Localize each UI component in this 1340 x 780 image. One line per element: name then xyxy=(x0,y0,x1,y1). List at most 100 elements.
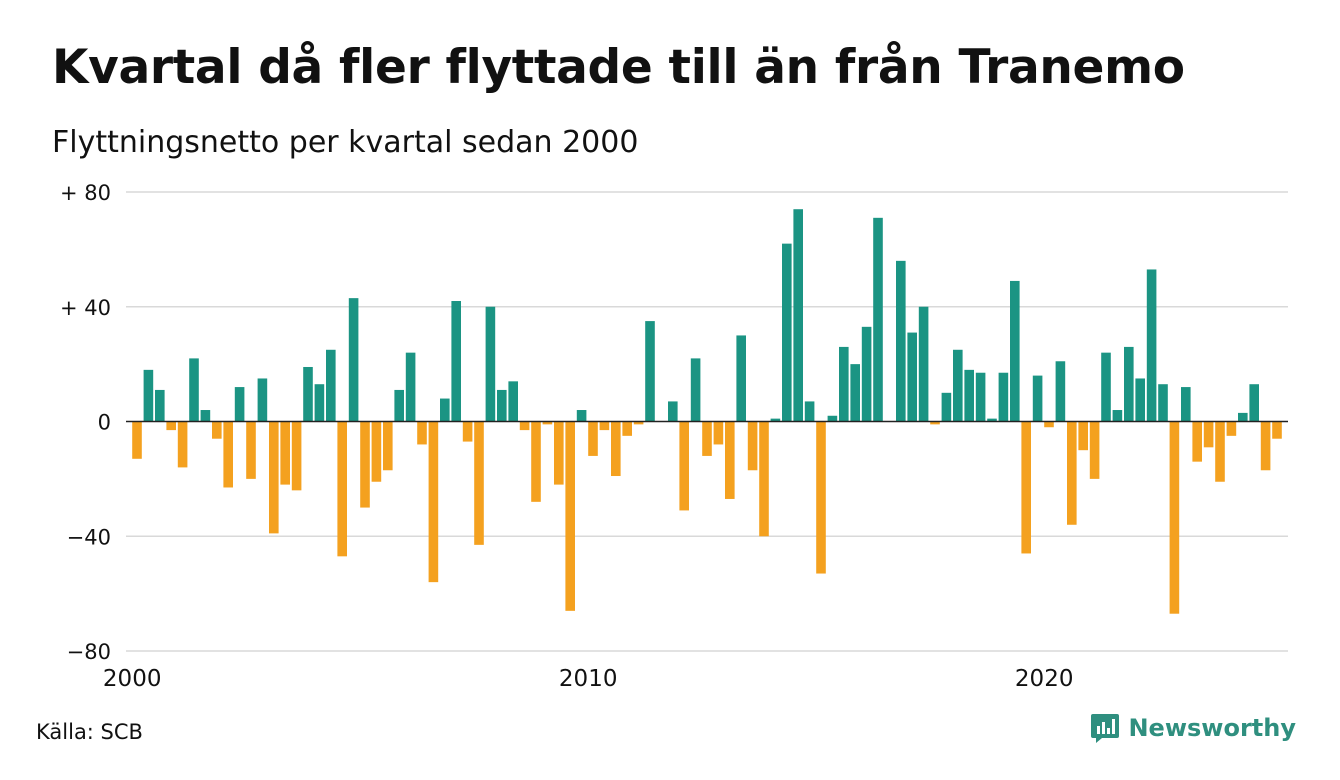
bar xyxy=(497,389,507,422)
bar xyxy=(588,421,598,456)
bar xyxy=(1010,280,1020,422)
bar xyxy=(257,378,268,422)
bar xyxy=(998,372,1009,422)
bar xyxy=(132,421,142,459)
bar xyxy=(576,410,587,422)
bar xyxy=(690,358,701,422)
bar xyxy=(1260,421,1271,471)
bar xyxy=(280,421,290,485)
bar xyxy=(383,421,393,471)
bar xyxy=(1192,421,1202,462)
bar xyxy=(1067,421,1077,525)
y-axis-labels: + 80 + 40 0 −40 −80 xyxy=(60,181,111,664)
bar xyxy=(428,421,439,583)
bar-chart: + 80 + 40 0 −40 −80 2000 2010 2020 xyxy=(60,181,1288,692)
bar xyxy=(234,387,245,422)
bar xyxy=(702,421,712,456)
bar xyxy=(964,369,974,422)
bar xyxy=(759,421,769,537)
bar xyxy=(953,349,963,422)
bar xyxy=(1089,421,1100,479)
bar xyxy=(975,372,986,422)
bar xyxy=(474,421,484,545)
bar xyxy=(1272,421,1282,439)
bar xyxy=(1158,384,1168,422)
bar xyxy=(679,421,689,511)
bar xyxy=(1238,412,1248,422)
bar xyxy=(941,392,952,422)
bar xyxy=(485,306,496,422)
bar xyxy=(189,358,199,422)
bars xyxy=(132,209,1282,614)
bar xyxy=(736,335,746,422)
bar xyxy=(177,421,188,468)
source-note: Källa: SCB xyxy=(36,720,143,744)
bar xyxy=(337,421,347,557)
bar xyxy=(440,398,450,422)
y-tick-label: −40 xyxy=(67,525,111,549)
bar xyxy=(930,421,940,425)
bar xyxy=(782,243,792,422)
bar xyxy=(611,421,621,477)
y-tick-label: + 40 xyxy=(60,296,111,320)
bar xyxy=(417,421,427,445)
bar xyxy=(1226,421,1237,436)
bar xyxy=(143,369,154,422)
bar xyxy=(1215,421,1225,482)
bar xyxy=(907,332,917,422)
bar xyxy=(394,389,404,422)
bar xyxy=(326,349,336,422)
bar xyxy=(987,418,997,422)
bar xyxy=(508,381,518,422)
bar xyxy=(360,421,370,508)
bar xyxy=(861,326,872,422)
bar xyxy=(166,421,176,431)
bar xyxy=(1101,352,1111,422)
bar xyxy=(1021,421,1031,554)
bar xyxy=(200,410,211,422)
bar xyxy=(896,260,906,422)
bar xyxy=(918,306,929,422)
bar xyxy=(212,421,222,439)
bar xyxy=(246,421,256,479)
bar xyxy=(554,421,564,485)
bar xyxy=(223,421,233,488)
bar xyxy=(451,301,461,422)
bar xyxy=(1249,384,1259,422)
brand-name: Newsworthy xyxy=(1128,714,1296,742)
bar xyxy=(873,217,883,422)
bar xyxy=(1135,378,1145,422)
bar xyxy=(291,421,302,491)
bar xyxy=(599,421,610,431)
bar xyxy=(542,421,553,425)
bar xyxy=(269,421,279,534)
bar xyxy=(371,421,382,482)
x-tick-label: 2000 xyxy=(103,666,162,692)
bar xyxy=(1146,269,1157,422)
bar xyxy=(633,421,644,425)
bar xyxy=(1203,421,1214,448)
bar xyxy=(1055,361,1066,422)
bar xyxy=(850,364,860,422)
chart-subtitle: Flyttningsnetto per kvartal sedan 2000 xyxy=(52,125,639,160)
bar xyxy=(816,421,826,574)
bar xyxy=(804,401,815,422)
bar xyxy=(1169,421,1180,614)
bar xyxy=(314,384,325,422)
bar xyxy=(1078,421,1088,451)
x-tick-label: 2020 xyxy=(1015,666,1074,692)
chart-title: Kvartal då fler flyttade till än från Tr… xyxy=(52,40,1185,95)
bar xyxy=(348,298,359,422)
newsworthy-logo-icon xyxy=(1091,714,1120,743)
bar xyxy=(1044,421,1054,428)
bar xyxy=(725,421,735,499)
bar xyxy=(1032,375,1043,422)
bar xyxy=(839,346,849,422)
bar xyxy=(793,209,803,422)
bar xyxy=(770,418,781,422)
bar xyxy=(1112,410,1123,422)
bar xyxy=(405,352,416,422)
gridlines xyxy=(126,191,1288,652)
bar xyxy=(462,421,473,442)
bar xyxy=(1124,346,1134,422)
